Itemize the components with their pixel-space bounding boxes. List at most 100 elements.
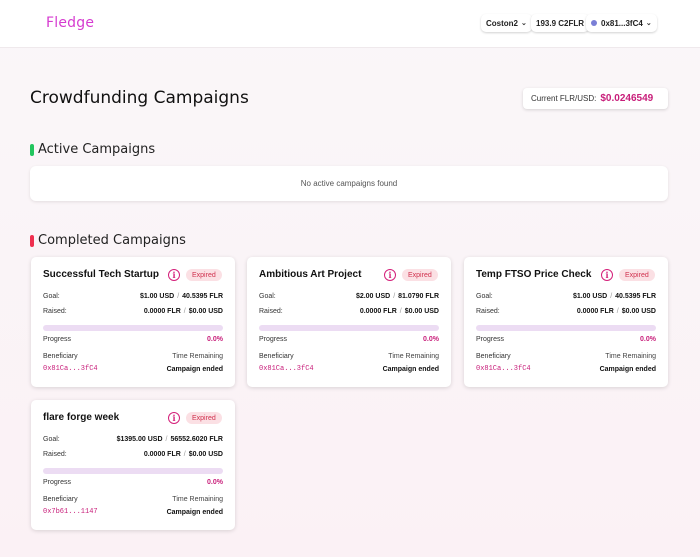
raised-row: Raised: 0.0000 FLR / $0.00 USD: [43, 308, 223, 315]
campaign-title: Temp FTSO Price Check: [476, 269, 592, 280]
chevron-down-icon: ⌄: [645, 20, 652, 27]
goal-value: $1.00 USD/40.5395 FLR: [139, 293, 223, 300]
progress-bar: [43, 325, 223, 331]
info-icon[interactable]: i: [168, 269, 180, 281]
time-remaining-label: Time Remaining: [172, 353, 223, 360]
meta-values-row: 0x81Ca...3fC4 Campaign ended: [259, 365, 439, 373]
campaign-card[interactable]: Ambitious Art Project i Expired Goal: $2…: [247, 257, 451, 387]
network-selector[interactable]: Coston2 ⌄: [481, 14, 532, 32]
status-badge: Expired: [186, 412, 222, 424]
empty-message: No active campaigns found: [300, 179, 398, 188]
raised-row: Raised: 0.0000 FLR / $0.00 USD: [259, 308, 439, 315]
raised-label: Raised:: [43, 451, 67, 458]
progress-bar: [259, 325, 439, 331]
beneficiary-address[interactable]: 0x7b61...1147: [43, 508, 98, 516]
progress-row: Progress 0.0%: [43, 479, 223, 486]
campaign-card[interactable]: flare forge week i Expired Goal: $1395.0…: [31, 400, 235, 530]
app-logo[interactable]: Fledge: [46, 15, 95, 31]
goal-row: Goal: $1.00 USD/40.5395 FLR: [476, 293, 656, 300]
account-button[interactable]: 0x81...3fC4 ⌄: [586, 14, 657, 32]
beneficiary-label: Beneficiary: [43, 353, 78, 360]
top-navbar: Fledge Coston2 ⌄ 193.9 C2FLR 0x81...3fC4…: [0, 0, 700, 48]
flr-price-box: Current FLR/USD: $0.0246549: [523, 88, 668, 109]
progress-row: Progress 0.0%: [259, 336, 439, 343]
progress-percent: 0.0%: [207, 336, 223, 343]
progress-label: Progress: [476, 336, 505, 343]
account-address: 0x81...3fC4: [601, 18, 643, 28]
info-icon[interactable]: i: [601, 269, 613, 281]
chevron-down-icon: ⌄: [521, 20, 527, 27]
completed-campaigns-header: Completed Campaigns: [30, 233, 186, 248]
progress-percent: 0.0%: [640, 336, 656, 343]
active-campaigns-empty: No active campaigns found: [30, 166, 668, 201]
active-campaigns-title: Active Campaigns: [38, 142, 156, 157]
active-campaigns-header: Active Campaigns: [30, 142, 155, 157]
network-label: Coston2: [486, 18, 518, 28]
time-remaining-label: Time Remaining: [388, 353, 439, 360]
goal-row: Goal: $2.00 USD/81.0790 FLR: [259, 293, 439, 300]
meta-labels-row: Beneficiary Time Remaining: [43, 496, 223, 503]
goal-label: Goal:: [43, 293, 60, 300]
status-badge: Expired: [186, 269, 222, 281]
completed-accent-bar: [30, 234, 34, 247]
beneficiary-label: Beneficiary: [259, 353, 294, 360]
account-avatar-icon: [591, 20, 597, 26]
goal-value: $2.00 USD/81.0790 FLR: [355, 293, 439, 300]
raised-value: 0.0000 FLR / $0.00 USD: [359, 308, 439, 315]
goal-row: Goal: $1395.00 USD/56552.6020 FLR: [43, 436, 223, 443]
completed-campaigns-title: Completed Campaigns: [38, 233, 186, 248]
time-remaining-value: Campaign ended: [382, 365, 439, 373]
campaign-title: Ambitious Art Project: [259, 269, 362, 280]
goal-value: $1.00 USD/40.5395 FLR: [572, 293, 656, 300]
campaign-title: Successful Tech Startup: [43, 269, 159, 280]
raised-row: Raised: 0.0000 FLR / $0.00 USD: [476, 308, 656, 315]
raised-row: Raised: 0.0000 FLR / $0.00 USD: [43, 451, 223, 458]
page-title: Crowdfunding Campaigns: [30, 88, 249, 108]
meta-labels-row: Beneficiary Time Remaining: [259, 353, 439, 360]
meta-labels-row: Beneficiary Time Remaining: [43, 353, 223, 360]
meta-values-row: 0x81Ca...3fC4 Campaign ended: [476, 365, 656, 373]
time-remaining-label: Time Remaining: [605, 353, 656, 360]
campaign-title: flare forge week: [43, 412, 120, 423]
info-icon[interactable]: i: [384, 269, 396, 281]
price-label: Current FLR/USD:: [531, 94, 597, 103]
active-accent-bar: [30, 143, 34, 156]
beneficiary-address[interactable]: 0x81Ca...3fC4: [43, 365, 98, 373]
progress-row: Progress 0.0%: [43, 336, 223, 343]
time-remaining-label: Time Remaining: [172, 496, 223, 503]
goal-label: Goal:: [476, 293, 493, 300]
meta-values-row: 0x7b61...1147 Campaign ended: [43, 508, 223, 516]
progress-label: Progress: [43, 479, 72, 486]
time-remaining-value: Campaign ended: [166, 508, 223, 516]
progress-percent: 0.0%: [423, 336, 439, 343]
raised-value: 0.0000 FLR / $0.00 USD: [143, 451, 223, 458]
meta-values-row: 0x81Ca...3fC4 Campaign ended: [43, 365, 223, 373]
status-badge: Expired: [619, 269, 655, 281]
goal-value: $1395.00 USD/56552.6020 FLR: [116, 436, 223, 443]
balance-display[interactable]: 193.9 C2FLR: [531, 14, 590, 32]
progress-bar: [43, 468, 223, 474]
raised-value: 0.0000 FLR / $0.00 USD: [143, 308, 223, 315]
progress-bar: [476, 325, 656, 331]
time-remaining-value: Campaign ended: [166, 365, 223, 373]
beneficiary-label: Beneficiary: [476, 353, 511, 360]
campaign-card[interactable]: Temp FTSO Price Check i Expired Goal: $1…: [464, 257, 668, 387]
status-badge: Expired: [402, 269, 438, 281]
raised-label: Raised:: [476, 308, 500, 315]
time-remaining-value: Campaign ended: [599, 365, 656, 373]
goal-row: Goal: $1.00 USD/40.5395 FLR: [43, 293, 223, 300]
progress-label: Progress: [43, 336, 72, 343]
goal-label: Goal:: [259, 293, 276, 300]
campaign-card[interactable]: Successful Tech Startup i Expired Goal: …: [31, 257, 235, 387]
info-icon[interactable]: i: [168, 412, 180, 424]
beneficiary-label: Beneficiary: [43, 496, 78, 503]
balance-label: 193.9 C2FLR: [536, 18, 585, 28]
raised-value: 0.0000 FLR / $0.00 USD: [576, 308, 656, 315]
beneficiary-address[interactable]: 0x81Ca...3fC4: [259, 365, 314, 373]
beneficiary-address[interactable]: 0x81Ca...3fC4: [476, 365, 531, 373]
progress-row: Progress 0.0%: [476, 336, 656, 343]
progress-percent: 0.0%: [207, 479, 223, 486]
goal-label: Goal:: [43, 436, 60, 443]
price-value: $0.0246549: [600, 93, 654, 104]
raised-label: Raised:: [43, 308, 67, 315]
